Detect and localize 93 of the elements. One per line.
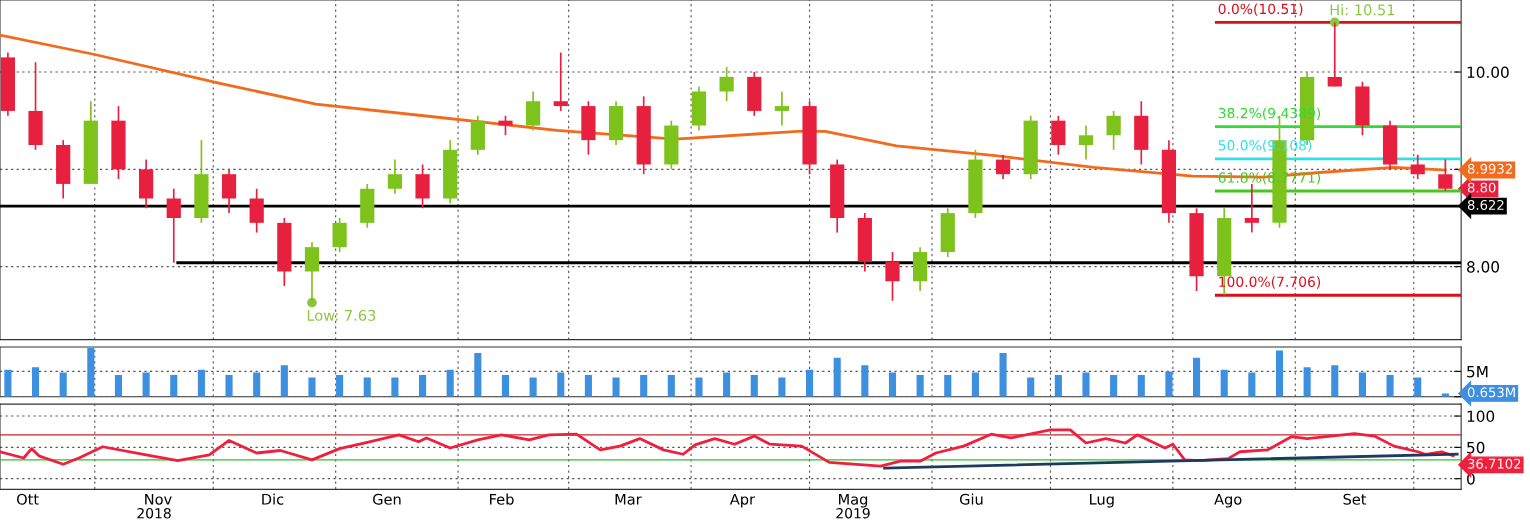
- bar: [1165, 371, 1173, 397]
- x-tick-label: Lug: [1090, 493, 1114, 508]
- x-tick-label: Mag: [839, 493, 868, 508]
- bar: [557, 372, 565, 397]
- bar: [1303, 367, 1311, 397]
- bar: [529, 377, 537, 397]
- y-tick-label: 50: [1467, 441, 1485, 454]
- series-label: 0.0%(10.51): [1218, 3, 1303, 16]
- candlestick: [1244, 183, 1259, 234]
- bar: [1275, 350, 1284, 397]
- bar: [640, 374, 648, 397]
- x-tick-label: Ott: [17, 493, 39, 505]
- bar: [114, 374, 123, 397]
- bar: [833, 357, 841, 397]
- bar: [1386, 374, 1394, 397]
- bar: [253, 372, 261, 397]
- bar: [59, 372, 67, 397]
- x-tick-label: Dic: [262, 493, 284, 505]
- ref-line-label: 8.622: [1467, 199, 1504, 210]
- bar: [308, 377, 316, 397]
- data-label: 36.7102: [1468, 458, 1521, 469]
- bar: [1358, 372, 1366, 397]
- bar: [87, 348, 95, 397]
- bar: [1414, 377, 1422, 397]
- x-tick-label: Mar: [615, 493, 642, 505]
- bar: [1248, 372, 1256, 397]
- data-label: 0.653M: [1467, 387, 1515, 398]
- candlestick: [387, 158, 403, 195]
- line-series: [0, 428, 1455, 468]
- bar: [750, 374, 758, 397]
- x-tick-label: Ago: [1214, 493, 1242, 508]
- bar: [501, 374, 510, 397]
- bar: [142, 372, 150, 397]
- x2-tick-label: 2019: [836, 507, 870, 519]
- bar: [695, 377, 703, 397]
- bar: [31, 367, 40, 397]
- bar: [280, 365, 288, 397]
- bar: [806, 369, 814, 397]
- bar: [474, 353, 482, 397]
- bar: [1082, 372, 1090, 397]
- bar: [1193, 357, 1201, 397]
- x-tick-label: Feb: [490, 493, 514, 505]
- candlestick: [774, 90, 790, 127]
- bar: [888, 372, 897, 397]
- bar: [197, 369, 205, 397]
- y-tick-label: 5M: [1467, 366, 1488, 378]
- bar: [391, 377, 399, 397]
- candlestick: [1106, 110, 1121, 151]
- bar: [1137, 374, 1145, 397]
- bar: [916, 374, 924, 397]
- candlestick: [1438, 158, 1453, 192]
- bar: [1027, 377, 1035, 397]
- bar: [971, 372, 979, 397]
- x-tick-label: Giu: [959, 493, 983, 505]
- bar: [861, 365, 869, 397]
- candlestick: [1410, 153, 1425, 180]
- candlestick: [719, 66, 734, 103]
- candlestick: [166, 187, 181, 264]
- x-tick-label: Nov: [145, 493, 172, 505]
- bar: [1110, 374, 1118, 397]
- candlestick: [1078, 124, 1094, 161]
- bar: [336, 374, 344, 397]
- bar: [667, 374, 675, 397]
- bar: [999, 353, 1007, 397]
- y-tick-label: 100: [1467, 410, 1495, 423]
- x-tick-label: Set: [1343, 493, 1367, 505]
- bar: [1054, 374, 1062, 397]
- x-tick-label: Gen: [373, 493, 401, 505]
- candlestick: [885, 251, 900, 302]
- candlestick: [995, 153, 1011, 180]
- x2-tick-label: 2018: [137, 507, 171, 519]
- bar: [612, 377, 620, 397]
- candlestick: [553, 51, 568, 112]
- annotation: Hi: 10.51: [1330, 4, 1395, 16]
- data-label: 8.9932: [1467, 163, 1512, 174]
- bar: [1220, 369, 1228, 397]
- bar: [1331, 365, 1339, 397]
- bar: [225, 374, 233, 397]
- bar: [584, 374, 592, 397]
- bar: [944, 374, 952, 397]
- bar: [418, 374, 427, 397]
- bar: [170, 374, 178, 397]
- candlestick: [498, 114, 513, 137]
- bar: [778, 377, 786, 397]
- y-tick-label: 10.00: [1467, 66, 1509, 79]
- annotation: Low: 7.63: [307, 309, 376, 321]
- bar: [723, 372, 731, 397]
- bar: [4, 369, 12, 397]
- bar: [446, 369, 454, 397]
- x-tick-label: Apr: [729, 493, 756, 508]
- y-tick-label: 8.00: [1467, 261, 1500, 273]
- bar: [363, 377, 371, 397]
- text: 8.80: [1467, 182, 1496, 193]
